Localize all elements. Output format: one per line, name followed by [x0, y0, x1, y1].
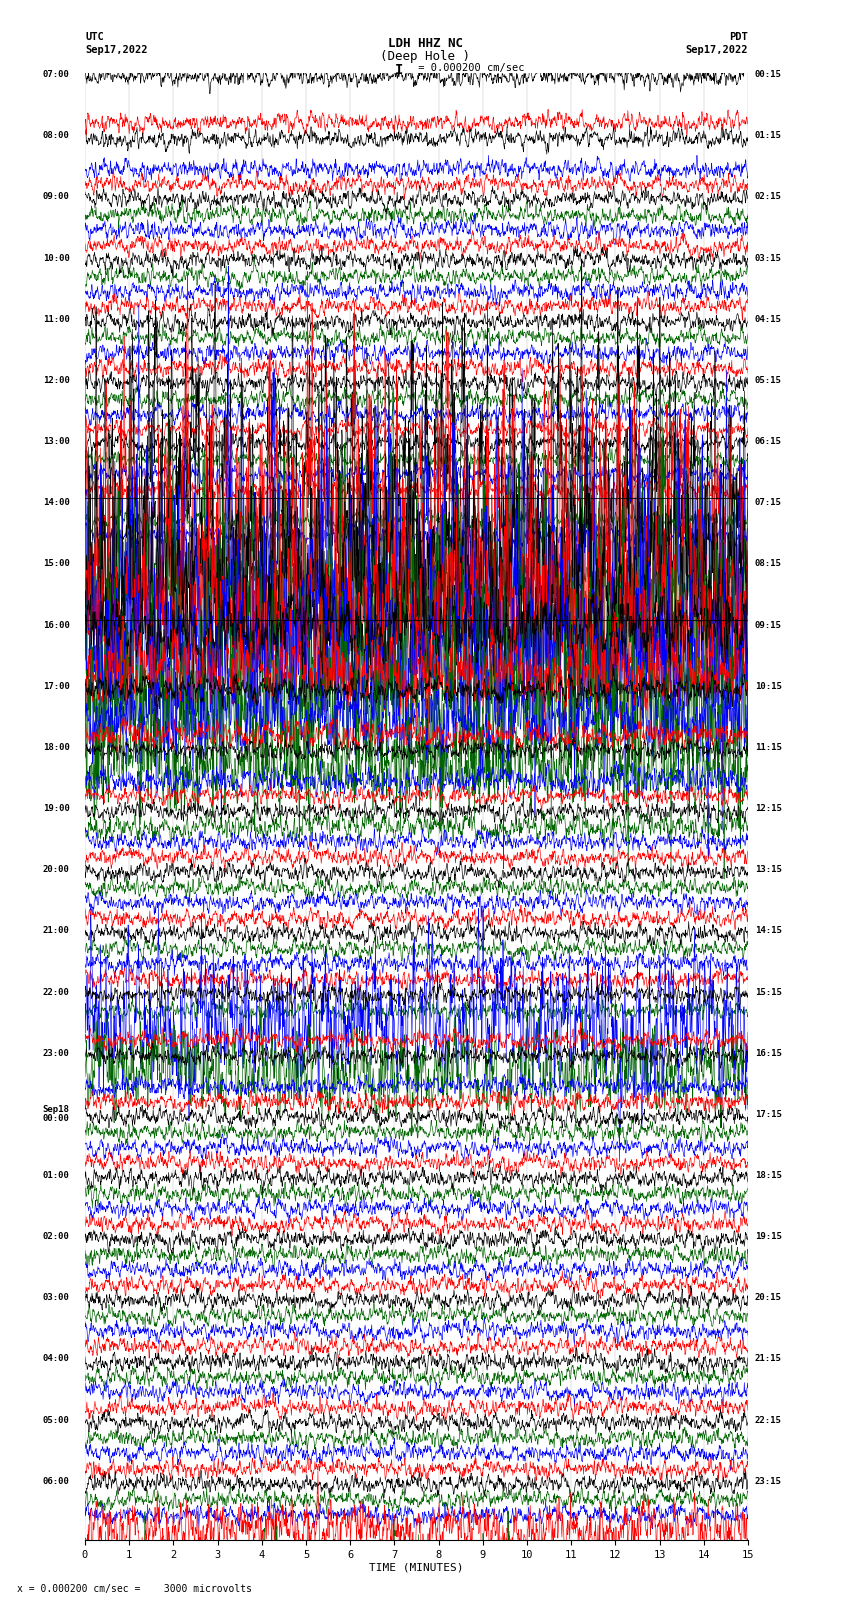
Text: 07:15: 07:15	[755, 498, 781, 506]
Text: 16:00: 16:00	[42, 621, 70, 629]
Text: 23:15: 23:15	[755, 1478, 781, 1486]
Text: 16:15: 16:15	[755, 1048, 781, 1058]
Text: Sep17,2022: Sep17,2022	[85, 45, 148, 55]
Text: 04:15: 04:15	[755, 315, 781, 324]
Text: 10:00: 10:00	[42, 253, 70, 263]
Text: 08:15: 08:15	[755, 560, 781, 568]
Text: PDT: PDT	[729, 32, 748, 42]
Text: 04:00: 04:00	[42, 1355, 70, 1363]
Text: 02:15: 02:15	[755, 192, 781, 202]
Text: 03:15: 03:15	[755, 253, 781, 263]
Text: 11:00: 11:00	[42, 315, 70, 324]
Text: Sep17,2022: Sep17,2022	[685, 45, 748, 55]
Text: (Deep Hole ): (Deep Hole )	[380, 50, 470, 63]
Text: 19:00: 19:00	[42, 803, 70, 813]
Text: 05:00: 05:00	[42, 1416, 70, 1424]
Text: 21:00: 21:00	[42, 926, 70, 936]
Text: 01:00: 01:00	[42, 1171, 70, 1181]
Text: 09:00: 09:00	[42, 192, 70, 202]
Text: 19:15: 19:15	[755, 1232, 781, 1240]
Text: x = 0.000200 cm/sec =    3000 microvolts: x = 0.000200 cm/sec = 3000 microvolts	[17, 1584, 252, 1594]
Text: 01:15: 01:15	[755, 131, 781, 140]
Text: = 0.000200 cm/sec: = 0.000200 cm/sec	[412, 63, 524, 73]
Text: 15:00: 15:00	[42, 560, 70, 568]
Text: 10:15: 10:15	[755, 682, 781, 690]
Text: 11:15: 11:15	[755, 744, 781, 752]
Text: 03:00: 03:00	[42, 1294, 70, 1302]
Text: UTC: UTC	[85, 32, 104, 42]
Text: 00:00: 00:00	[42, 1115, 70, 1123]
Text: 14:15: 14:15	[755, 926, 781, 936]
Text: 15:15: 15:15	[755, 987, 781, 997]
Text: 07:00: 07:00	[42, 69, 70, 79]
Text: 17:00: 17:00	[42, 682, 70, 690]
Text: 18:15: 18:15	[755, 1171, 781, 1181]
Text: LDH HHZ NC: LDH HHZ NC	[388, 37, 462, 50]
Text: 17:15: 17:15	[755, 1110, 781, 1119]
Text: 13:15: 13:15	[755, 865, 781, 874]
Text: 23:00: 23:00	[42, 1048, 70, 1058]
Text: 22:15: 22:15	[755, 1416, 781, 1424]
Text: 08:00: 08:00	[42, 131, 70, 140]
Text: 14:00: 14:00	[42, 498, 70, 506]
Text: 09:15: 09:15	[755, 621, 781, 629]
Text: 06:15: 06:15	[755, 437, 781, 447]
Text: 13:00: 13:00	[42, 437, 70, 447]
Text: 21:15: 21:15	[755, 1355, 781, 1363]
Text: 05:15: 05:15	[755, 376, 781, 386]
Text: I: I	[395, 63, 404, 77]
Text: 20:15: 20:15	[755, 1294, 781, 1302]
Text: 20:00: 20:00	[42, 865, 70, 874]
Text: Sep18: Sep18	[42, 1105, 70, 1115]
Text: 00:15: 00:15	[755, 69, 781, 79]
Text: 18:00: 18:00	[42, 744, 70, 752]
X-axis label: TIME (MINUTES): TIME (MINUTES)	[369, 1563, 464, 1573]
Text: 02:00: 02:00	[42, 1232, 70, 1240]
Text: 12:00: 12:00	[42, 376, 70, 386]
Text: 06:00: 06:00	[42, 1478, 70, 1486]
Text: 22:00: 22:00	[42, 987, 70, 997]
Text: 12:15: 12:15	[755, 803, 781, 813]
